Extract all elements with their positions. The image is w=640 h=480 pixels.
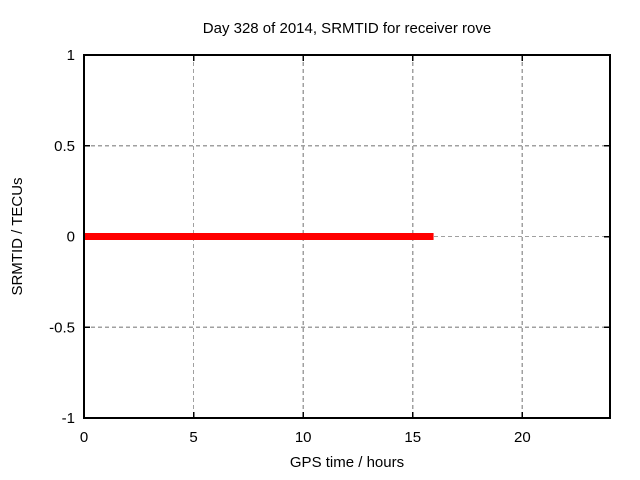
y-tick-label: -0.5 (49, 319, 75, 336)
y-axis-label: SRMTID / TECUs (9, 177, 26, 295)
y-tick-label: 1 (67, 47, 75, 64)
y-tick-label: -1 (62, 410, 75, 427)
x-tick-label: 20 (514, 429, 531, 446)
x-tick-label: 5 (189, 429, 197, 446)
y-tick-label: 0.5 (54, 138, 75, 155)
y-tick-label: 0 (67, 229, 75, 246)
x-tick-label: 10 (295, 429, 312, 446)
y-tick-labels: 1 0.5 0 -0.5 -1 (49, 47, 75, 427)
x-tick-label: 0 (80, 429, 88, 446)
plot-border (83, 54, 611, 419)
x-tick-label: 15 (404, 429, 421, 446)
x-axis-label: GPS time / hours (290, 454, 404, 471)
chart-title: Day 328 of 2014, SRMTID for receiver rov… (203, 20, 491, 37)
x-tick-labels: 0 5 10 15 20 (80, 429, 531, 446)
